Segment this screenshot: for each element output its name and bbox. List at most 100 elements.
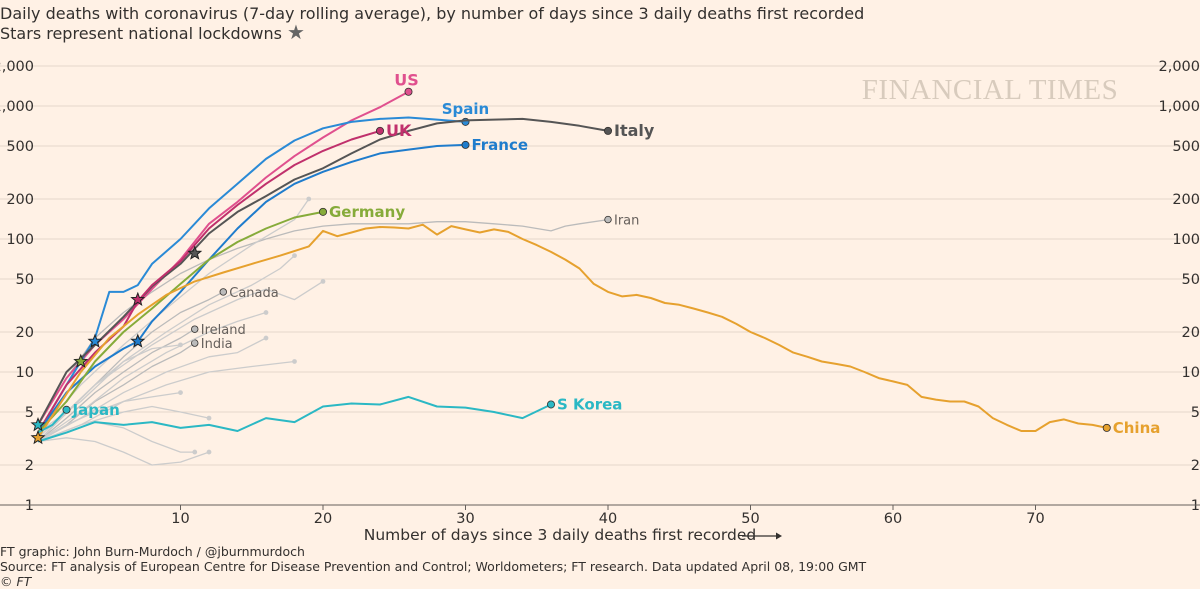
series-line-japan (37, 409, 68, 434)
y-tick-label-right: 1,000 (1158, 99, 1200, 115)
series-label-china: China (1113, 419, 1161, 437)
series-end-dot-other (178, 342, 183, 348)
series-line-other (37, 255, 295, 434)
series-line-france (37, 143, 466, 434)
series-end-dot-ireland (191, 325, 199, 333)
series-label-ireland: Ireland (201, 323, 246, 338)
y-tick-label-right: 10 (1182, 365, 1200, 381)
y-tick-label-right: 500 (1172, 139, 1200, 155)
y-tick-label: 1 (25, 498, 34, 514)
series-label-france: France (472, 136, 529, 154)
lockdown-star (30, 416, 46, 432)
footer-credit: FT graphic: John Burn-Murdoch / @jburnmu… (0, 544, 305, 559)
series-end-dot-germany (318, 207, 327, 216)
lockdown-star (87, 333, 103, 348)
series-line-other (37, 437, 210, 466)
lockdown-star (73, 353, 89, 368)
x-tick-label: 30 (456, 511, 474, 527)
chart-title: Daily deaths with coronavirus (7-day rol… (0, 4, 865, 23)
y-tick-label-right: 200 (1172, 192, 1200, 208)
series-end-dot-india (191, 339, 199, 347)
series-end-dot-other (206, 415, 212, 421)
y-tick-label: 500 (6, 139, 34, 155)
y-tick-label: 1,000 (0, 99, 34, 115)
footer-copyright: © FT (0, 574, 32, 589)
x-tick-label: 60 (884, 511, 902, 527)
x-tick-label: 20 (314, 511, 332, 527)
x-axis-arrow (742, 532, 782, 540)
series-end-dot-uk (375, 126, 384, 135)
series-end-dot-france (461, 140, 470, 149)
series-label-italy: Italy (614, 121, 655, 140)
series-end-dot-other (263, 310, 269, 315)
x-tick-label: 70 (1026, 511, 1044, 527)
y-tick-label: 20 (16, 325, 34, 341)
series-label-germany: Germany (329, 203, 405, 221)
y-tick-label: 200 (6, 192, 34, 208)
series-end-dot-japan (62, 405, 71, 414)
series-line-other (37, 311, 267, 443)
x-axis-label: Number of days since 3 daily deaths firs… (364, 526, 756, 544)
series-label-us: US (394, 71, 419, 90)
series-end-dot-other (263, 335, 269, 341)
series-end-dot-other (292, 359, 297, 364)
y-tick-label-right: 2 (1191, 458, 1200, 474)
x-axis: 10 20 30 40 50 60 70 (0, 504, 1200, 527)
lockdown-star (30, 429, 46, 445)
y-axis-left: 1 2 5 10 20 50 100 200 500 1,000 2,000 (0, 59, 34, 514)
y-tick-label-right: 2,000 (1158, 59, 1200, 75)
series-line-other (37, 391, 181, 443)
y-tick-label: 2,000 (0, 59, 34, 75)
y-tick-label: 2 (25, 458, 34, 474)
series-end-dot-other (292, 253, 297, 259)
series-label-s-korea: S Korea (557, 395, 622, 413)
series-end-dot-us (404, 87, 413, 96)
x-tick-label: 40 (599, 511, 617, 527)
series-end-dot-other (192, 449, 198, 455)
series-label-india: India (201, 337, 233, 352)
series-end-dot-other (320, 278, 326, 284)
series-label-japan: Japan (72, 401, 120, 419)
series-line-china (37, 223, 1108, 439)
series-label-uk: UK (386, 121, 412, 140)
y-tick-label-right: 50 (1182, 272, 1200, 288)
y-tick-label: 100 (6, 232, 34, 248)
y-tick-label-right: 20 (1182, 325, 1200, 341)
series-end-dot-other (206, 449, 212, 455)
series-line-uk (37, 129, 381, 434)
series-end-dot-china (1102, 423, 1111, 432)
y-tick-label-right: 5 (1191, 405, 1200, 421)
series-line-spain (37, 116, 466, 434)
series-label-iran: Iran (614, 214, 639, 229)
y-axis-right: 1 2 5 10 20 50 100 200 500 1,000 2,000 (1158, 59, 1200, 514)
lockdown-star (187, 245, 203, 260)
y-tick-label: 50 (16, 272, 34, 288)
footer-source: Source: FT analysis of European Centre f… (0, 559, 867, 574)
series-line-italy (37, 117, 609, 426)
y-tick-label: 10 (16, 365, 34, 381)
series-line-other (37, 280, 324, 442)
series-lines (37, 87, 1111, 466)
series-end-dot-other (306, 196, 312, 202)
star-icon: ★ (287, 20, 305, 44)
series-end-dot-other (178, 390, 183, 396)
series-line-germany (37, 210, 324, 434)
x-tick-label: 10 (171, 511, 189, 527)
subtitle-text: Stars represent national lockdowns (0, 24, 282, 43)
lockdown-star (130, 291, 146, 307)
lockdown-star (130, 333, 146, 348)
series-line-other (37, 198, 310, 434)
series-line-s-korea (37, 395, 552, 443)
x-tick-label: 50 (741, 511, 759, 527)
lockdown-stars (30, 245, 203, 445)
series-label-canada: Canada (229, 286, 278, 301)
y-tick-label-right: 100 (1172, 232, 1200, 248)
series-line-other (37, 405, 210, 443)
series-end-dot-iran (604, 215, 612, 224)
series-line-us (37, 90, 409, 426)
series-end-dot-italy (604, 126, 613, 135)
watermark-logo: FINANCIAL TIMES (862, 74, 1118, 106)
y-tick-label-right: 1 (1191, 498, 1200, 514)
